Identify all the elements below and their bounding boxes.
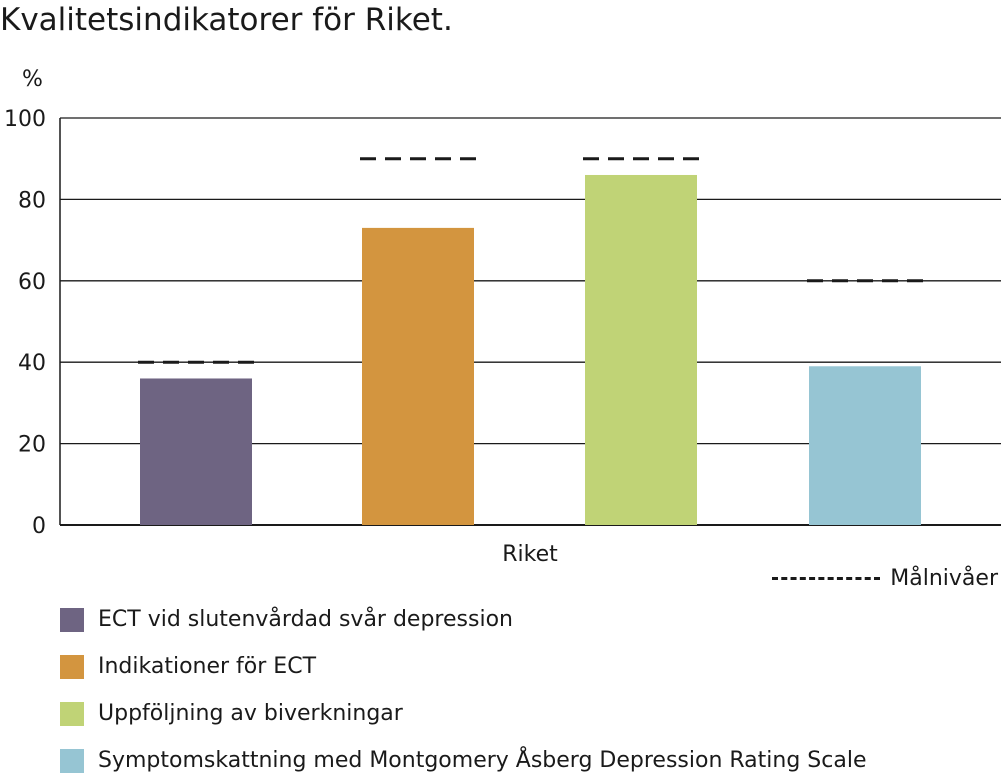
target-legend: Målnivåer — [772, 566, 998, 591]
bar-1 — [140, 378, 252, 525]
legend-swatch — [60, 701, 84, 726]
legend-label: Indikationer för ECT — [98, 654, 317, 679]
legend-swatch — [60, 748, 84, 773]
legend-swatch — [60, 607, 84, 632]
legend-label: Symptomskattning med Montgomery Åsberg D… — [98, 748, 867, 773]
y-tick-label: 80 — [18, 188, 46, 213]
y-tick-label: 40 — [18, 351, 46, 376]
bar-chart: 0 20 40 60 80 100% Riket — [4, 67, 1001, 567]
legend-item: Symptomskattning med Montgomery Åsberg D… — [60, 737, 867, 784]
legend-item: Uppföljning av biverkningar — [60, 690, 867, 737]
y-tick-label: 100 — [4, 107, 46, 132]
chart-title: Kvalitetsindikatorer för Riket. — [0, 2, 453, 38]
bar-3 — [585, 174, 697, 526]
target-legend-line — [772, 577, 881, 580]
bar-2 — [362, 227, 474, 525]
y-tick-label: 20 — [18, 433, 46, 458]
y-axis-label: % — [22, 67, 43, 92]
legend-item: Indikationer för ECT — [60, 643, 867, 690]
legend-label: Uppföljning av biverkningar — [98, 701, 403, 726]
legend: ECT vid slutenvårdad svår depression Indi… — [60, 596, 867, 784]
y-tick-label: 60 — [18, 270, 46, 295]
legend-label: ECT vid slutenvårdad svår depression — [98, 607, 513, 632]
x-category-label: Riket — [502, 542, 558, 567]
y-tick-label: 0 — [32, 514, 46, 539]
legend-swatch — [60, 654, 84, 679]
legend-item: ECT vid slutenvårdad svår depression — [60, 596, 867, 643]
target-legend-label: Målnivåer — [890, 566, 998, 591]
bar-4 — [809, 366, 921, 525]
